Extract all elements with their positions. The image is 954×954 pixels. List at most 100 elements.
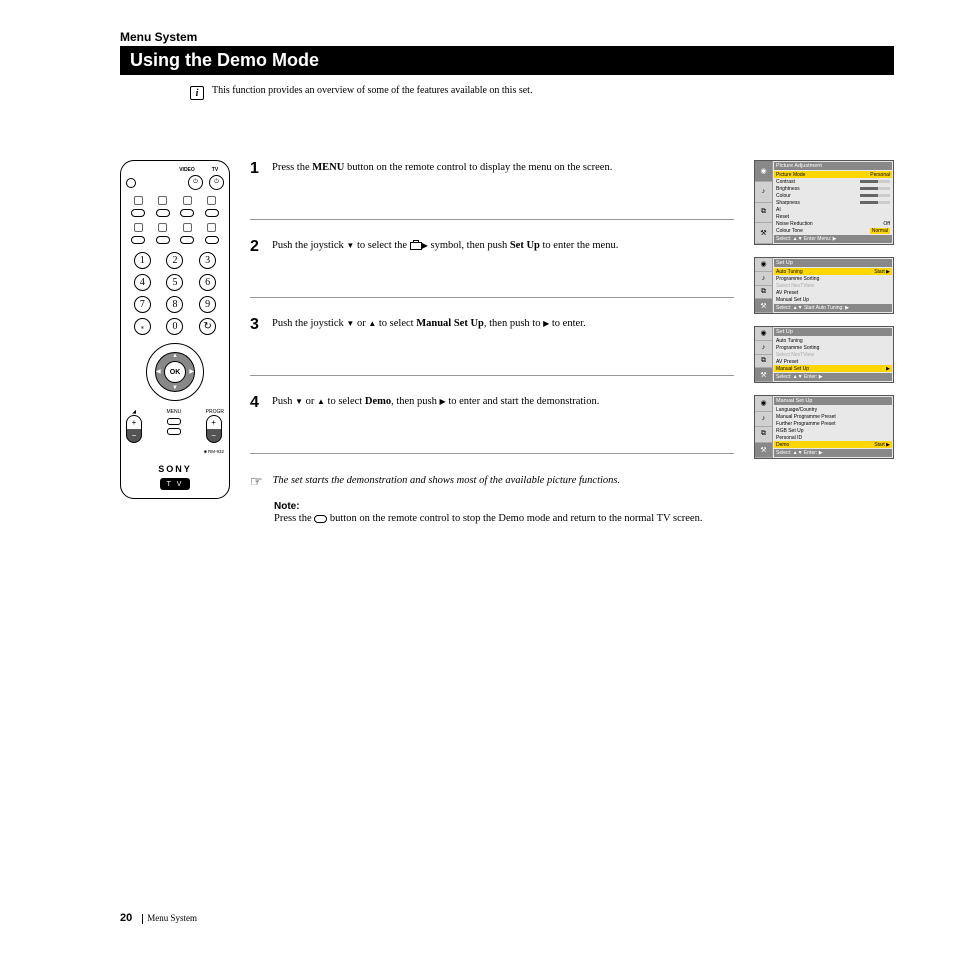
num-↻: ↻ xyxy=(199,318,216,335)
osd-line: AV Preset xyxy=(774,358,892,365)
page-number: 20 xyxy=(120,912,132,924)
osd-line: Reset xyxy=(774,213,892,220)
tv-badge: T V xyxy=(160,478,190,490)
osd-line: Colour xyxy=(774,192,892,199)
osd-title: Picture Adjustment xyxy=(774,162,892,170)
osd-line: Picture ModePersonal xyxy=(774,171,892,178)
osd-tab: ◉ xyxy=(755,161,772,182)
osd-line: Manual Set Up▶ xyxy=(774,365,892,372)
num-1: 1 xyxy=(134,252,151,269)
hand-icon: ☜ xyxy=(250,474,263,491)
num-6: 6 xyxy=(199,274,216,291)
num-2: 2 xyxy=(166,252,183,269)
mute-icon xyxy=(126,178,136,188)
num-3: 3 xyxy=(199,252,216,269)
step-text: Press the MENU button on the remote cont… xyxy=(272,160,612,201)
osd-line: RGB Set Up xyxy=(774,427,892,434)
intro-text: This function provides an overview of so… xyxy=(212,85,532,96)
setup-icon xyxy=(410,242,422,250)
osd-screen-2: ◉♪⧉⚒ Set UpAuto TuningStart ▶Programme So… xyxy=(754,257,894,314)
osd-line: Noise ReductionOff xyxy=(774,220,892,227)
osd-tab: ⧉ xyxy=(755,355,772,369)
osd-line: AI xyxy=(774,206,892,213)
osd-tab: ⧉ xyxy=(755,203,772,224)
note-text: Press the button on the remote control t… xyxy=(274,512,734,527)
osd-screen-3: ◉♪⧉⚒Set UpAuto TuningProgramme SortingSe… xyxy=(754,326,894,383)
osd-tab: ♪ xyxy=(755,341,772,355)
model-label: ■ RM-932 xyxy=(126,449,224,454)
page-title: Using the Demo Mode xyxy=(120,46,894,75)
osd-line: Programme Sorting xyxy=(774,275,892,282)
step-4: 4Push ▼ or ▲ to select Demo, then push ▶… xyxy=(250,394,734,454)
footer-section: Menu System xyxy=(147,913,197,923)
osd-footer: Select: ▲▼ Enter: ▶ xyxy=(774,373,892,381)
osd-tab: ⚒ xyxy=(755,299,772,313)
tip-row: ☜ The set starts the demonstration and sh… xyxy=(250,474,734,491)
info-icon: i xyxy=(190,86,204,100)
osd-line: Programme Sorting xyxy=(774,344,892,351)
osd-line: Sharpness xyxy=(774,199,892,206)
step-number: 4 xyxy=(250,394,264,435)
num-7: 7 xyxy=(134,296,151,313)
oval-button-icon xyxy=(314,515,327,523)
osd-line: Select NexTView xyxy=(774,282,892,289)
osd-line: Language/Country xyxy=(774,406,892,413)
osd-line: DemoStart ▶ xyxy=(774,441,892,448)
osd-line: Brightness xyxy=(774,185,892,192)
osd-title: Set Up xyxy=(774,259,892,267)
prog-button: +− xyxy=(206,415,222,443)
osd-tab: ♪ xyxy=(755,412,772,428)
osd-footer: Select: ▲▼ Enter: ▶ xyxy=(774,449,892,457)
osd-line: Select NexTView xyxy=(774,351,892,358)
menu-label: MENU xyxy=(166,409,181,415)
step-2: 2Push the joystick ▼ to select the ▶ sym… xyxy=(250,238,734,298)
num-5: 5 xyxy=(166,274,183,291)
osd-tab: ◉ xyxy=(755,327,772,341)
label-video: VIDEO xyxy=(178,167,196,173)
osd-tab: ⧉ xyxy=(755,286,772,300)
power-tv-button: ⏻ xyxy=(209,175,224,190)
remote-control-diagram: VIDEO TV ⏻ ⏻ 123456789⁎0↻ xyxy=(120,160,230,499)
osd-tab: ⚒ xyxy=(755,223,772,244)
num-0: 0 xyxy=(166,318,183,335)
note-block: Note:Press the button on the remote cont… xyxy=(274,501,734,527)
ok-button: OK xyxy=(164,361,186,383)
osd-line: AV Preset xyxy=(774,289,892,296)
osd-line: Contrast xyxy=(774,178,892,185)
osd-title: Set Up xyxy=(774,328,892,336)
osd-tab: ♪ xyxy=(755,182,772,203)
osd-tab: ⚒ xyxy=(755,368,772,382)
power-video-button: ⏻ xyxy=(188,175,203,190)
page-footer: 20 Menu System xyxy=(120,912,197,924)
osd-line: Auto TuningStart ▶ xyxy=(774,268,892,275)
step-text: Push the joystick ▼ or ▲ to select Manua… xyxy=(272,316,586,357)
tip-text: The set starts the demonstration and sho… xyxy=(273,474,621,489)
num-�satellite: ⁎ xyxy=(134,318,151,335)
step-text: Push the joystick ▼ to select the ▶ symb… xyxy=(272,238,618,279)
label-tv: TV xyxy=(206,167,224,173)
num-9: 9 xyxy=(199,296,216,313)
progr-label: PROGR xyxy=(206,409,224,415)
volume-button: +− xyxy=(126,415,142,443)
menu-button xyxy=(167,418,181,425)
osd-tab: ♪ xyxy=(755,272,772,286)
step-number: 1 xyxy=(250,160,264,201)
osd-line: Manual Set Up xyxy=(774,296,892,303)
brand-label: SONY xyxy=(126,464,224,474)
osd-tab: ◉ xyxy=(755,258,772,272)
osd-screen-1: ◉♪⧉⚒ Picture AdjustmentPicture ModePerson… xyxy=(754,160,894,245)
osd-line: Colour ToneNormal xyxy=(774,227,892,234)
step-3: 3Push the joystick ▼ or ▲ to select Manu… xyxy=(250,316,734,376)
osd-line: Manual Programme Preset xyxy=(774,413,892,420)
step-1: 1Press the MENU button on the remote con… xyxy=(250,160,734,220)
osd-footer: Select: ▲▼ Enter Menu: ▶ xyxy=(774,235,892,243)
step-number: 2 xyxy=(250,238,264,279)
osd-screen-4: ◉♪⧉⚒Manual Set UpLanguage/CountryManual … xyxy=(754,395,894,459)
osd-tab: ◉ xyxy=(755,396,772,412)
osd-tab: ⚒ xyxy=(755,443,772,459)
step-text: Push ▼ or ▲ to select Demo, then push ▶ … xyxy=(272,394,599,435)
number-pad: 123456789⁎0↻ xyxy=(126,252,224,335)
joystick: OK ▲ ▼ ◀ ▶ xyxy=(146,343,204,401)
step-number: 3 xyxy=(250,316,264,357)
section-label: Menu System xyxy=(120,30,894,44)
